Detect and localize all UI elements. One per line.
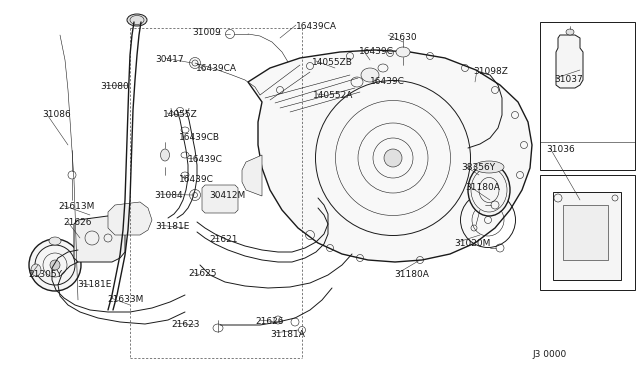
Text: 30412M: 30412M [209, 191, 245, 200]
Text: 21626: 21626 [255, 317, 284, 326]
Bar [563, 205, 608, 260]
Polygon shape [242, 155, 262, 196]
Text: 38356Y: 38356Y [461, 163, 495, 172]
Ellipse shape [50, 260, 60, 270]
Bar [553, 192, 621, 280]
Text: 31098Z: 31098Z [473, 67, 508, 76]
Text: 21626: 21626 [63, 218, 92, 227]
Ellipse shape [361, 68, 379, 82]
Bar [540, 22, 635, 170]
Text: 31084: 31084 [154, 191, 182, 200]
Bar [540, 175, 635, 290]
Text: 31020M: 31020M [454, 239, 490, 248]
Text: 31181E: 31181E [77, 280, 111, 289]
Text: 21613M: 21613M [58, 202, 94, 211]
Ellipse shape [474, 161, 504, 173]
Text: 31181A: 31181A [270, 330, 305, 339]
Polygon shape [108, 202, 152, 235]
Ellipse shape [189, 58, 200, 68]
Text: 21623: 21623 [171, 320, 200, 329]
Ellipse shape [29, 239, 81, 291]
Ellipse shape [566, 29, 574, 35]
Polygon shape [556, 35, 583, 88]
Text: 16439C: 16439C [179, 175, 214, 184]
Text: 21630: 21630 [388, 33, 417, 42]
Ellipse shape [127, 14, 147, 26]
Ellipse shape [161, 149, 170, 161]
Text: 31086: 31086 [42, 110, 71, 119]
Text: 16439C: 16439C [359, 47, 394, 56]
Text: 31180A: 31180A [394, 270, 429, 279]
Ellipse shape [468, 164, 510, 216]
Text: 30417: 30417 [155, 55, 184, 64]
Polygon shape [202, 185, 238, 213]
Text: 140552A: 140552A [313, 91, 353, 100]
Text: 31036: 31036 [546, 145, 575, 154]
Polygon shape [74, 215, 125, 262]
Ellipse shape [396, 47, 410, 57]
Text: 21625: 21625 [188, 269, 216, 278]
Text: 21305Y: 21305Y [28, 270, 62, 279]
Text: 16439C: 16439C [370, 77, 405, 86]
Ellipse shape [189, 189, 200, 201]
Text: J3 0000: J3 0000 [532, 350, 566, 359]
Ellipse shape [31, 264, 41, 276]
Text: 21633M: 21633M [107, 295, 143, 304]
Text: 31080: 31080 [100, 82, 129, 91]
Ellipse shape [49, 237, 61, 245]
Ellipse shape [384, 149, 402, 167]
Text: 14055ZB: 14055ZB [312, 58, 353, 67]
Text: 31181E: 31181E [155, 222, 189, 231]
Polygon shape [248, 50, 532, 262]
Text: 21621: 21621 [209, 235, 237, 244]
Text: 31037: 31037 [554, 75, 583, 84]
Text: 31009: 31009 [192, 28, 221, 37]
Text: 16439CA: 16439CA [296, 22, 337, 31]
Text: 14055Z: 14055Z [163, 110, 198, 119]
Text: 16439CA: 16439CA [196, 64, 237, 73]
Text: 16439CB: 16439CB [179, 133, 220, 142]
Text: 31180A: 31180A [465, 183, 500, 192]
Text: 16439C: 16439C [188, 155, 223, 164]
